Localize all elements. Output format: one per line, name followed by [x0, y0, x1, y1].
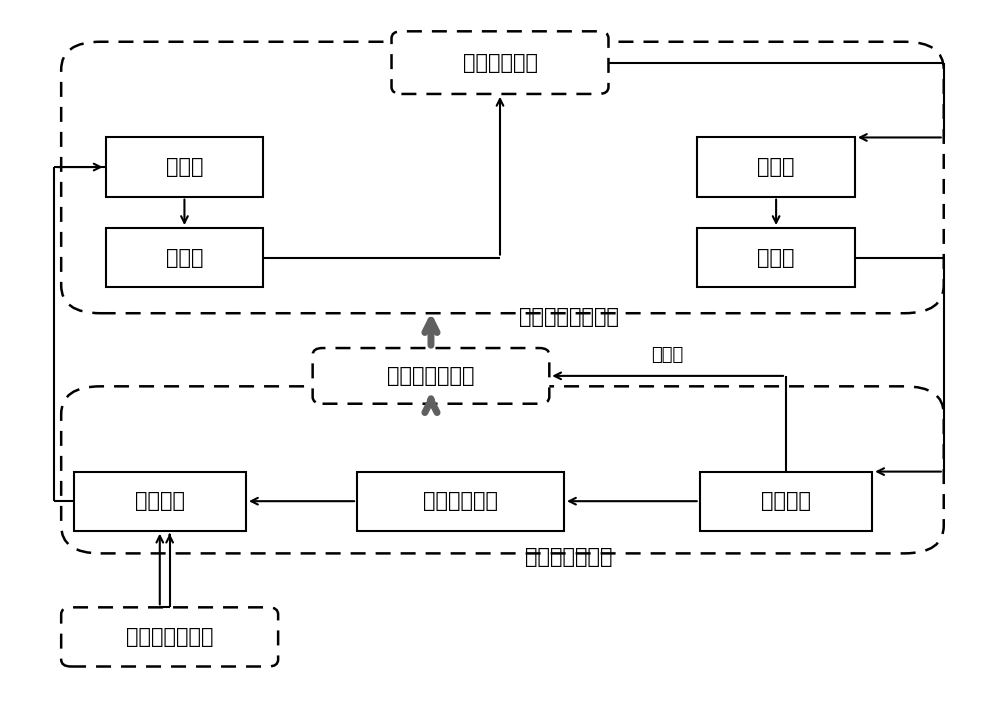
FancyBboxPatch shape [697, 138, 855, 197]
Text: 血管网络子模型: 血管网络子模型 [525, 547, 613, 567]
FancyBboxPatch shape [106, 228, 263, 287]
FancyBboxPatch shape [106, 138, 263, 197]
Text: 右心房: 右心房 [166, 157, 203, 177]
Text: 动脉系统: 动脉系统 [761, 491, 811, 511]
Text: 心脏四腔室子模型: 心脏四腔室子模型 [519, 307, 619, 327]
FancyBboxPatch shape [61, 607, 278, 667]
FancyBboxPatch shape [313, 348, 549, 404]
Text: 肺循环子模型: 肺循环子模型 [462, 53, 538, 72]
FancyBboxPatch shape [74, 471, 246, 531]
Text: 左心房: 左心房 [757, 157, 795, 177]
Text: 右心室: 右心室 [166, 248, 203, 268]
Text: 静脉系统: 静脉系统 [135, 491, 185, 511]
Text: 颈动脉: 颈动脉 [652, 346, 684, 364]
FancyBboxPatch shape [61, 386, 944, 553]
FancyBboxPatch shape [392, 31, 608, 94]
FancyBboxPatch shape [357, 471, 564, 531]
Text: 左心室: 左心室 [757, 248, 795, 268]
FancyBboxPatch shape [61, 42, 944, 313]
Text: 静脉塌陷子模型: 静脉塌陷子模型 [126, 627, 213, 647]
Text: 反射控制子模型: 反射控制子模型 [387, 366, 475, 386]
Text: 外周循环系统: 外周循环系统 [423, 491, 498, 511]
FancyBboxPatch shape [697, 228, 855, 287]
FancyBboxPatch shape [700, 471, 872, 531]
